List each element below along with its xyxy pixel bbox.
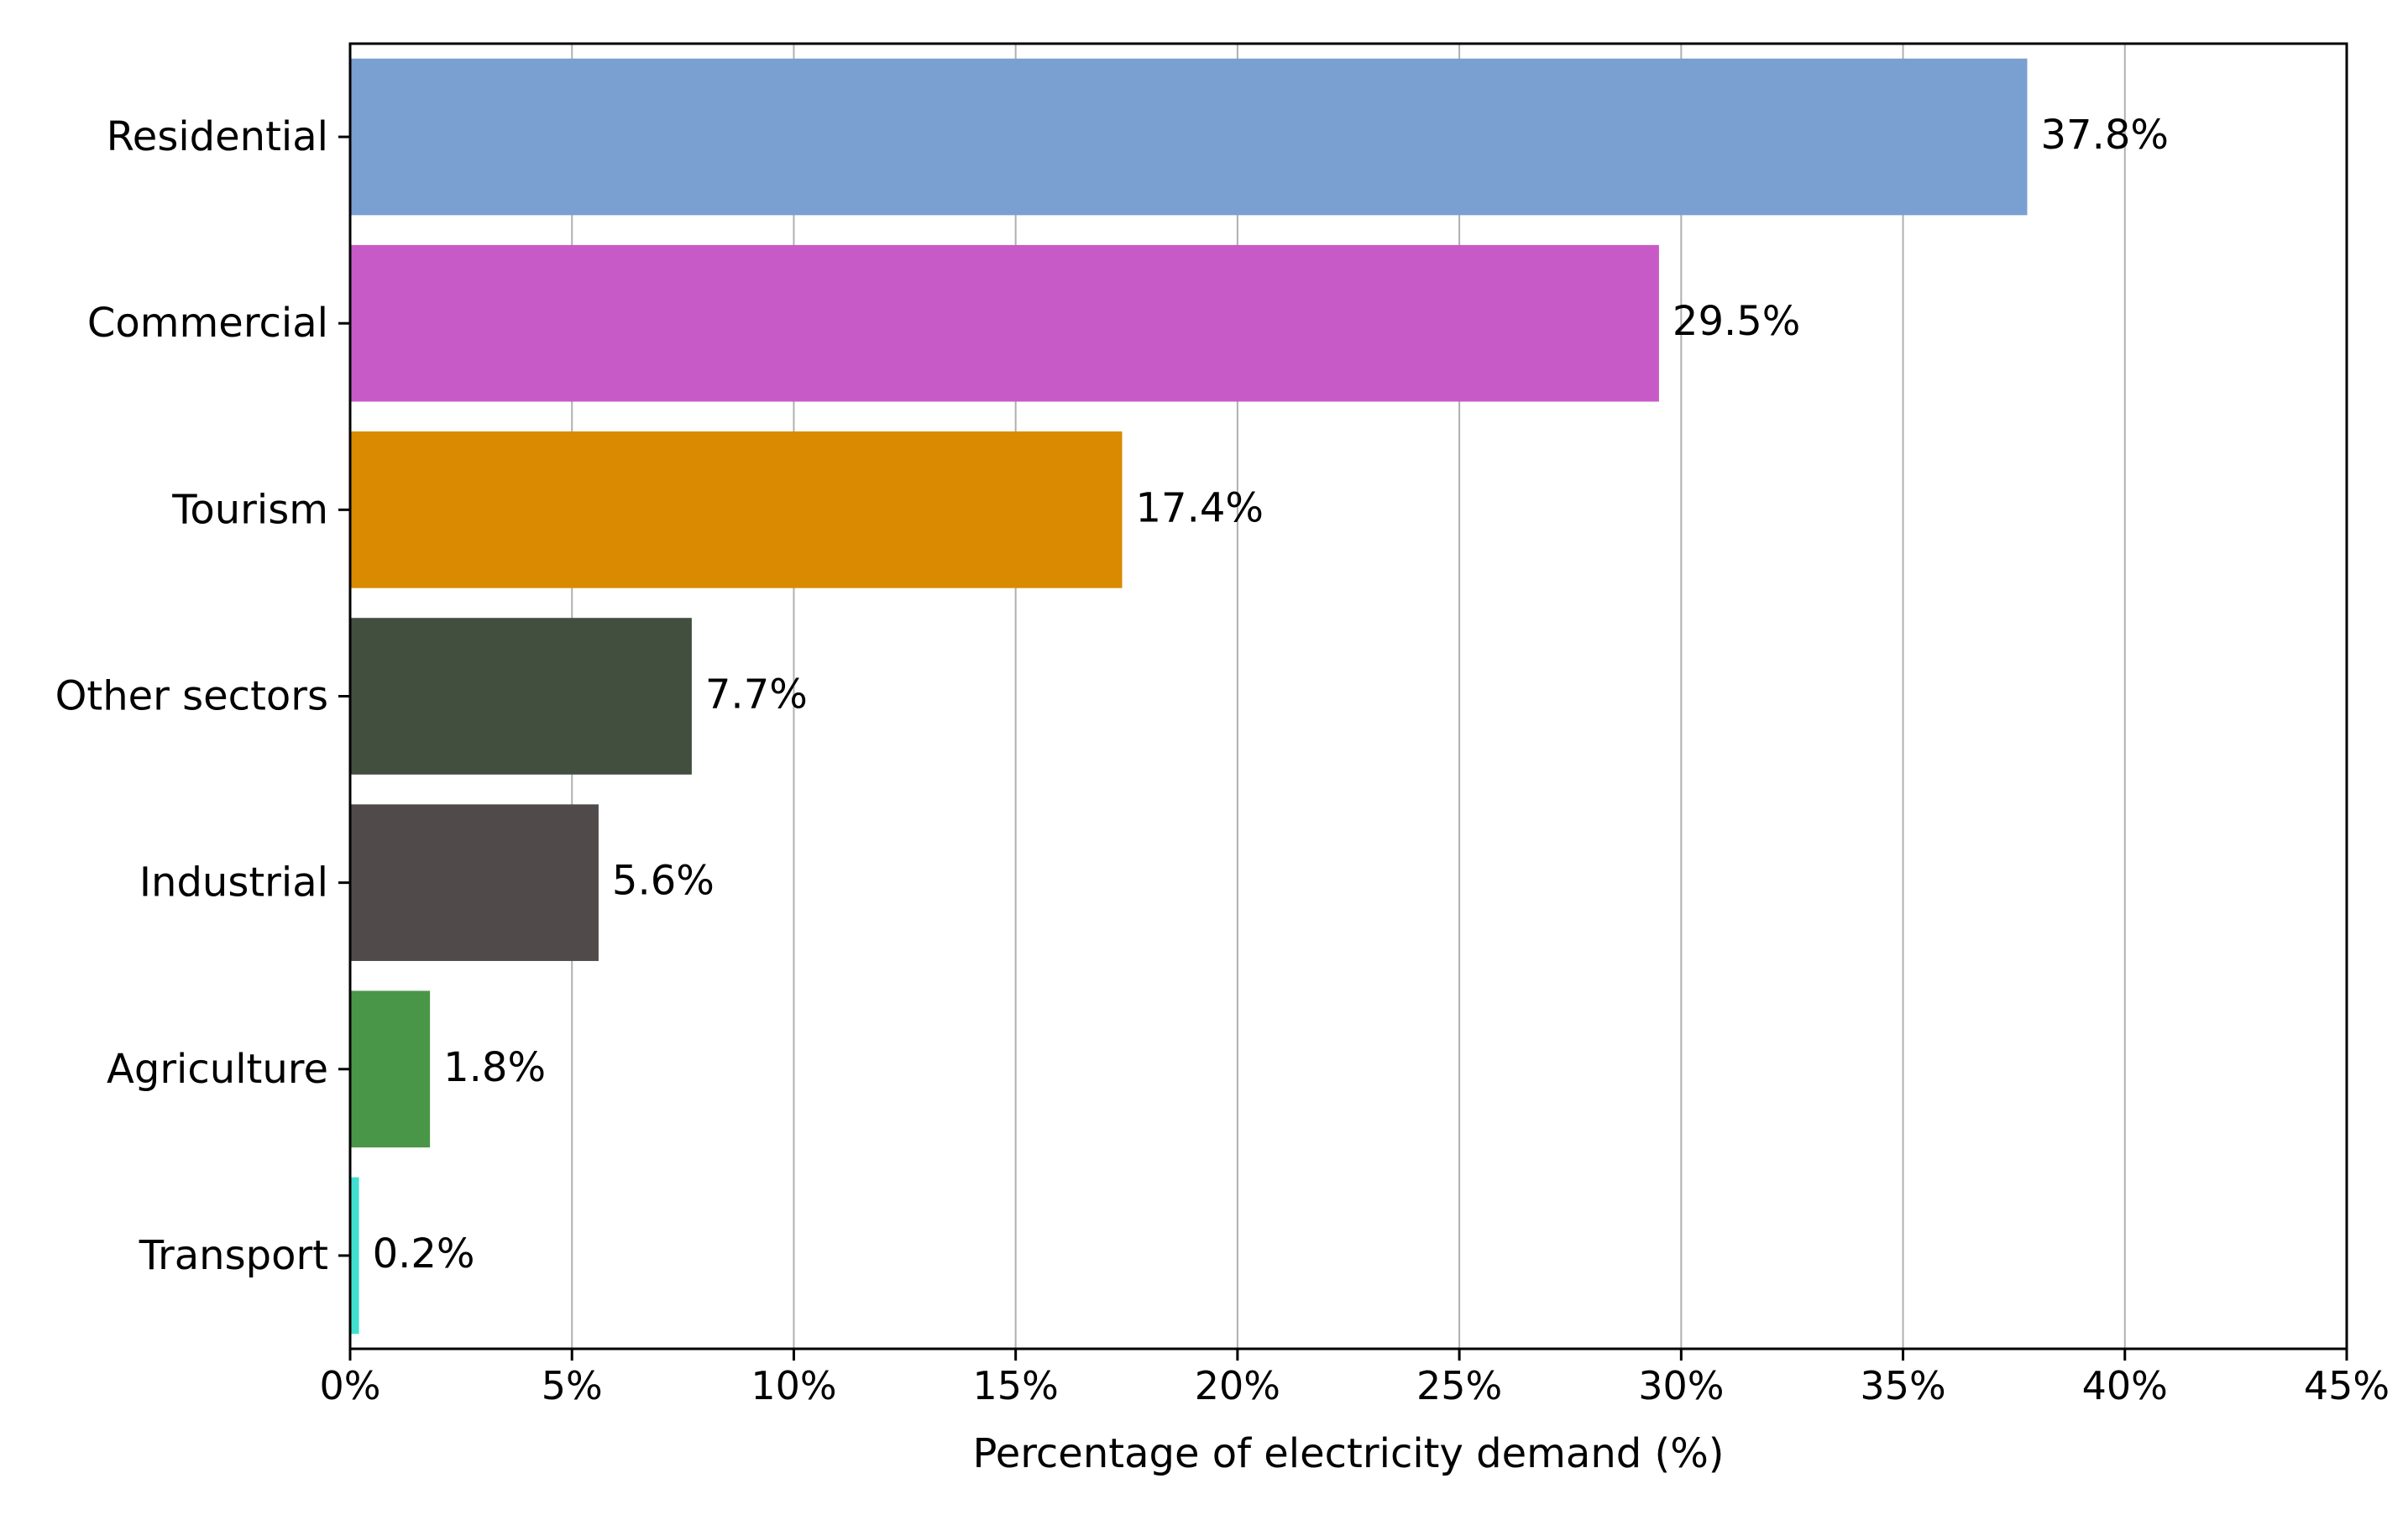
bar-value-label: 1.8% bbox=[443, 1044, 546, 1091]
bar-tourism bbox=[350, 431, 1123, 588]
x-tick-label: 15% bbox=[973, 1363, 1059, 1408]
bar-residential bbox=[350, 58, 2028, 216]
y-tick-label: Industrial bbox=[139, 859, 328, 906]
x-axis-label: Percentage of electricity demand (%) bbox=[972, 1430, 1724, 1477]
bar-commercial bbox=[350, 244, 1659, 402]
y-tick-label: Commercial bbox=[87, 300, 328, 347]
x-tick-label: 0% bbox=[320, 1363, 381, 1408]
bar-industrial bbox=[350, 804, 599, 961]
y-tick-label: Agriculture bbox=[107, 1046, 328, 1093]
ticks-layer bbox=[338, 135, 2348, 1361]
bar-other-sectors bbox=[350, 618, 692, 775]
x-tick-label: 25% bbox=[1416, 1363, 1502, 1408]
x-tick-label: 30% bbox=[1638, 1363, 1724, 1408]
bar-value-label: 37.8% bbox=[2041, 112, 2169, 159]
x-tick-label: 20% bbox=[1195, 1363, 1280, 1408]
y-tick-label: Other sectors bbox=[55, 673, 328, 720]
bar-value-label: 0.2% bbox=[373, 1230, 475, 1277]
x-tick-label: 40% bbox=[2082, 1363, 2168, 1408]
bar-value-label: 5.6% bbox=[612, 858, 715, 905]
x-tick-label: 10% bbox=[751, 1363, 836, 1408]
y-tick-label: Transport bbox=[139, 1232, 328, 1279]
x-tick-label: 5% bbox=[542, 1363, 603, 1408]
labels-layer: 0% 5% 10% 15% 20% 25% 30% 35% 40% 45% Residential 3… bbox=[55, 112, 2390, 1408]
bar-value-label: 17.4% bbox=[1135, 484, 1263, 531]
x-tick-label: 35% bbox=[1860, 1363, 1945, 1408]
bar-value-label: 29.5% bbox=[1673, 298, 1800, 345]
bar-transport bbox=[350, 1177, 359, 1335]
bar-agriculture bbox=[350, 990, 431, 1148]
y-tick-label: Residential bbox=[107, 113, 328, 160]
y-tick-label: Tourism bbox=[171, 486, 328, 533]
x-tick-label: 45% bbox=[2304, 1363, 2390, 1408]
bar-value-label: 7.7% bbox=[705, 671, 808, 718]
bars-layer bbox=[350, 58, 2028, 1335]
